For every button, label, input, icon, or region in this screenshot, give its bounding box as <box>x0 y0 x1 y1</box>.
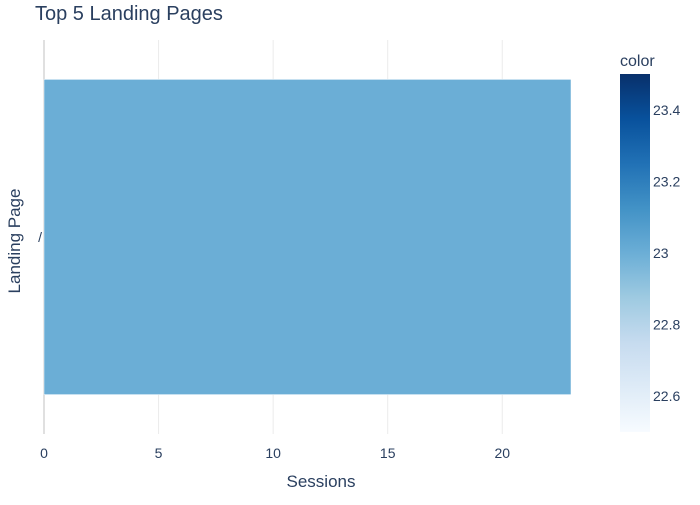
x-axis-title: Sessions <box>287 472 356 491</box>
x-tick-label: 0 <box>40 445 48 461</box>
colorbar-ticks: 22.6 22.8 23 23.2 23.4 <box>653 102 680 404</box>
x-tick-label: 10 <box>265 445 281 461</box>
y-axis-title: Landing Page <box>5 189 24 294</box>
x-axis-ticks: 0 5 10 15 20 <box>40 445 510 461</box>
colorbar-tick-label: 22.8 <box>653 317 680 333</box>
colorbar-tick-label: 22.6 <box>653 388 680 404</box>
colorbar-gradient <box>620 74 650 432</box>
colorbar-tick-label: 23 <box>653 245 669 261</box>
x-tick-label: 20 <box>494 445 510 461</box>
colorbar: color 22.6 22.8 23 23.2 23.4 <box>620 53 680 432</box>
bars <box>43 79 572 395</box>
y-tick-label: / <box>38 229 42 245</box>
chart-title: Top 5 Landing Pages <box>35 3 223 25</box>
y-axis-ticks: / <box>38 229 42 245</box>
colorbar-title: color <box>620 53 655 70</box>
colorbar-tick-label: 23.4 <box>653 102 680 118</box>
x-tick-label: 15 <box>380 445 396 461</box>
bar[interactable] <box>43 79 572 395</box>
colorbar-tick-label: 23.2 <box>653 173 680 189</box>
x-tick-label: 5 <box>155 445 163 461</box>
